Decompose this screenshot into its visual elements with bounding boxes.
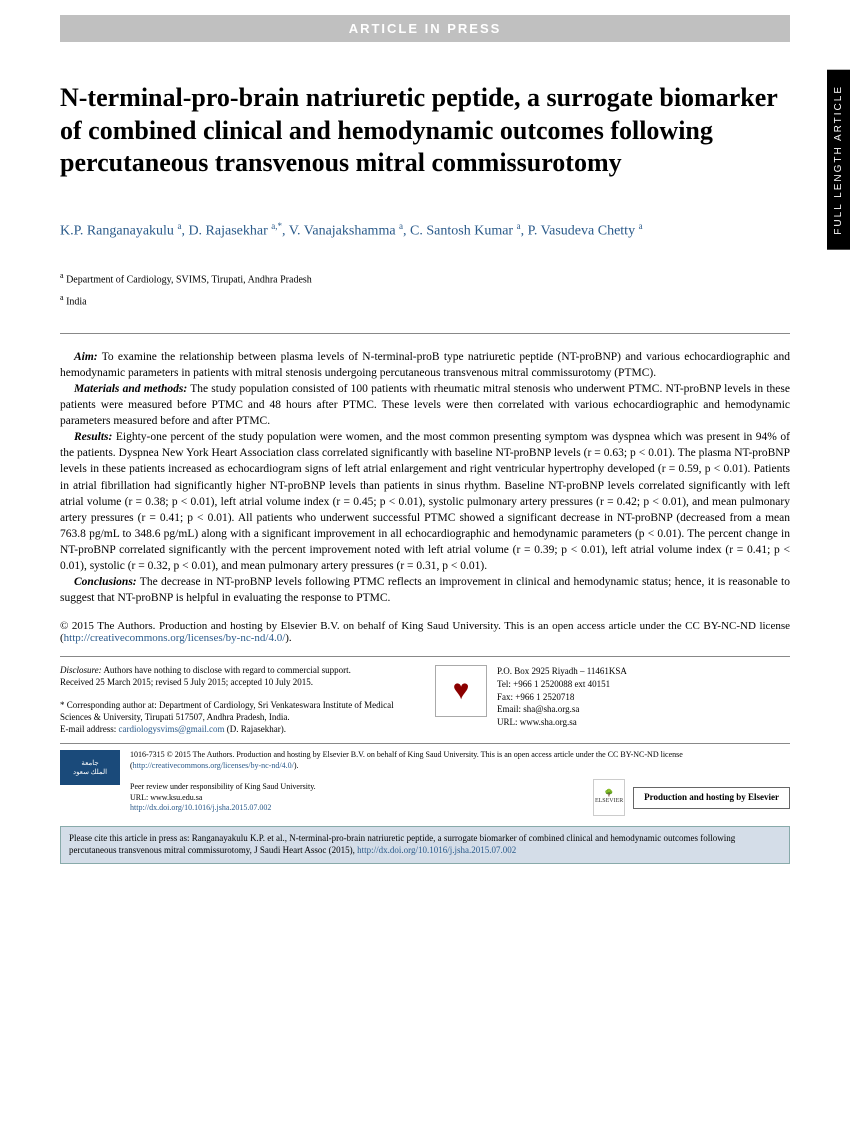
email-link[interactable]: cardiologysvims@gmail.com <box>118 724 224 734</box>
ksu-badge-icon: جامعةالملك سعود <box>60 750 120 785</box>
cite-doi-link[interactable]: http://dx.doi.org/10.1016/j.jsha.2015.07… <box>357 845 516 855</box>
cc-license-link[interactable]: http://creativecommons.org/licenses/by-n… <box>64 632 286 644</box>
ksu-url: URL: www.ksu.edu.sa <box>130 793 316 803</box>
email-line: E-mail address: cardiologysvims@gmail.co… <box>60 724 415 736</box>
corresponding-author: * Corresponding author at: Department of… <box>60 700 415 723</box>
peer-review-text: Peer review under responsibility of King… <box>130 782 316 792</box>
contact-block: P.O. Box 2925 Riyadh – 11461KSA Tel: +96… <box>497 665 627 735</box>
issn-line: 1016-7315 © 2015 The Authors. Production… <box>130 750 790 771</box>
copyright-notice: © 2015 The Authors. Production and hosti… <box>60 620 790 644</box>
elsevier-logo-icon: 🌳ELSEVIER <box>593 779 625 816</box>
article-in-press-banner: ARTICLE IN PRESS <box>60 15 790 42</box>
disclosure-text: Disclosure: Authors have nothing to disc… <box>60 665 415 677</box>
article-type-tab: FULL LENGTH ARTICLE <box>827 70 850 250</box>
journal-logo-icon: ♥ <box>435 665 487 717</box>
article-title: N-terminal-pro-brain natriuretic peptide… <box>60 82 790 180</box>
affiliation-1: a Department of Cardiology, SVIMS, Tirup… <box>60 271 790 285</box>
dates-text: Received 25 March 2015; revised 5 July 2… <box>60 677 415 689</box>
affiliation-2: a India <box>60 293 790 307</box>
hosting-box: Production and hosting by Elsevier <box>633 787 790 809</box>
cc-link-2[interactable]: http://creativecommons.org/licenses/by-n… <box>133 761 294 770</box>
authors-list: K.P. Ranganayakulu a, D. Rajasekhar a,*,… <box>60 220 790 242</box>
abstract: Aim: To examine the relationship between… <box>60 349 790 607</box>
citation-box: Please cite this article in press as: Ra… <box>60 826 790 863</box>
doi-link[interactable]: http://dx.doi.org/10.1016/j.jsha.2015.07… <box>130 803 271 812</box>
